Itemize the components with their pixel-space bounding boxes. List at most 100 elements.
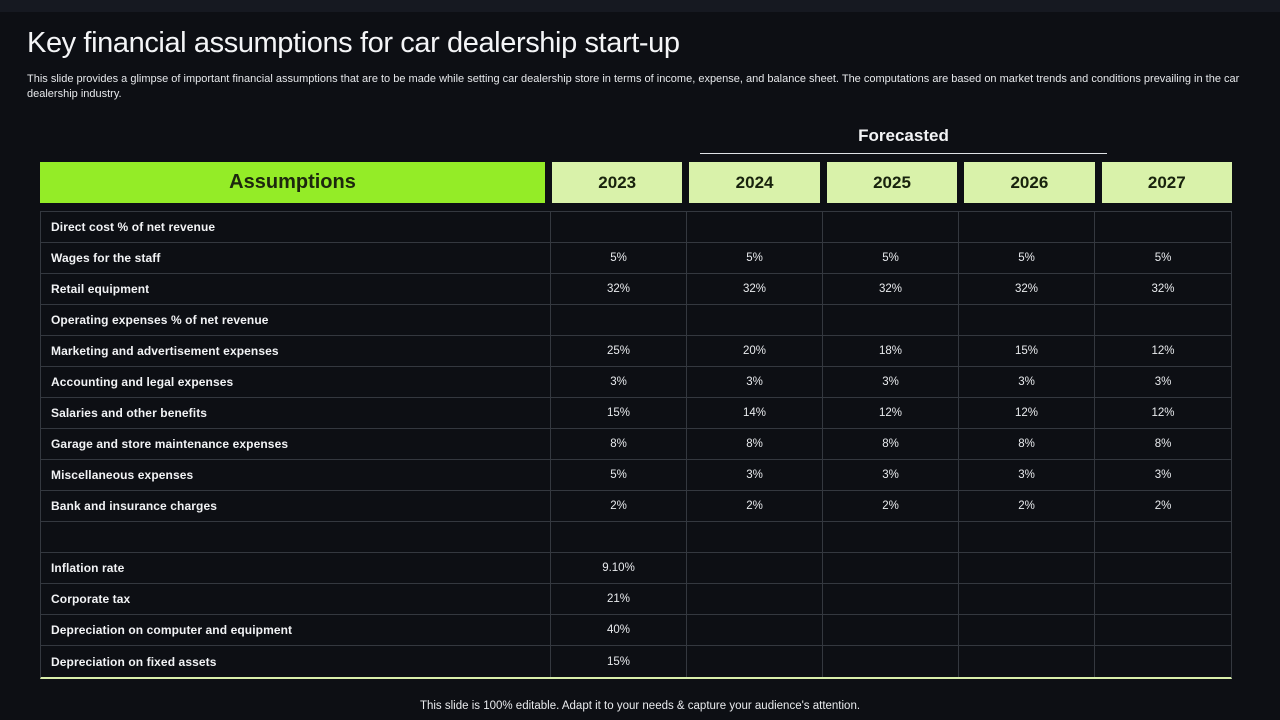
value-cell: 32%	[1151, 283, 1175, 295]
year-header-cell: 2023	[552, 162, 683, 203]
value-cell: 8%	[1154, 438, 1172, 450]
value-cell: 32%	[551, 274, 687, 304]
footer-note: This slide is 100% editable. Adapt it to…	[419, 700, 861, 712]
year-header-cell: 2024	[689, 162, 820, 203]
value-cell	[959, 584, 1095, 614]
table-row: Bank and insurance charges 2% 2% 2% 2% 2%	[41, 491, 1231, 522]
value-cell	[823, 646, 959, 677]
slide-description: This slide provides a glimpse of importa…	[27, 73, 1240, 100]
value-cell: 9.10%	[551, 553, 687, 583]
table-row: Corporate tax 21%	[41, 584, 1231, 615]
assumption-label-cell: Bank and insurance charges	[41, 491, 551, 521]
assumption-label-cell: Inflation rate	[41, 553, 551, 583]
page-title: Key financial assumptions for car dealer…	[27, 27, 680, 59]
value-cell: 5%	[823, 243, 959, 273]
assumption-label-cell: Marketing and advertisement expenses	[41, 336, 551, 366]
assumption-label-cell: Garage and store maintenance expenses	[41, 429, 551, 459]
table-row: Depreciation on fixed assets 15%	[41, 646, 1231, 677]
value-cell: 8%	[823, 429, 959, 459]
assumption-label-cell: Accounting and legal expenses	[41, 367, 551, 397]
value-cell	[1095, 305, 1231, 335]
assumption-label-cell: Direct cost % of net revenue	[41, 212, 551, 242]
table-row: Accounting and legal expenses 3% 3% 3% 3% 3%	[41, 367, 1231, 398]
value-cell	[959, 553, 1095, 583]
table-row: Inflation rate 9.10%	[41, 553, 1231, 584]
value-cell: 5%	[551, 460, 687, 490]
value-cell: 32%	[959, 274, 1095, 304]
value-cell: 15%	[959, 336, 1095, 366]
value-cell	[1095, 553, 1231, 583]
value-cell	[687, 522, 823, 552]
value-cell: 15%	[551, 646, 687, 677]
value-cell	[1095, 646, 1231, 677]
value-cell	[959, 522, 1095, 552]
value-cell	[687, 212, 823, 242]
assumption-label-cell: Depreciation on fixed assets	[41, 646, 551, 677]
value-cell: 12%	[823, 398, 959, 428]
value-cell: 8%	[551, 429, 687, 459]
value-cell	[823, 553, 959, 583]
table-row: Marketing and advertisement expenses 25% 2…	[41, 336, 1231, 367]
value-cell: 15%	[551, 398, 687, 428]
value-cell: 2%	[1154, 500, 1172, 512]
value-cell: 3%	[823, 460, 959, 490]
value-cell: 14%	[687, 398, 823, 428]
table-row: Wages for the staff 5% 5% 5% 5% 5%	[41, 243, 1231, 274]
value-cell: 20%	[687, 336, 823, 366]
value-cell: 25%	[551, 336, 687, 366]
top-bar	[0, 0, 1280, 12]
assumption-label-cell: Corporate tax	[41, 584, 551, 614]
table-row	[41, 522, 1231, 553]
value-cell	[1095, 212, 1231, 242]
year-header-cell: 2025	[826, 162, 958, 203]
table-header-row: Assumptions 2023 2024 2025 2026 2027	[40, 162, 1232, 203]
table-body: Direct cost % of net revenue Wages for th…	[40, 211, 1232, 679]
assumption-label-cell: Operating expenses % of net revenue	[41, 305, 551, 335]
value-cell: 5%	[959, 243, 1095, 273]
table-row: Operating expenses % of net revenue	[41, 305, 1231, 336]
forecasted-header: Forecasted	[858, 126, 949, 145]
value-cell: 5%	[551, 243, 687, 273]
value-cell	[1095, 615, 1231, 645]
value-cell	[959, 646, 1095, 677]
value-cell: 32%	[687, 274, 823, 304]
value-cell	[823, 522, 959, 552]
value-cell: 2%	[823, 491, 959, 521]
assumption-label-cell: Salaries and other benefits	[41, 398, 551, 428]
value-cell: 8%	[959, 429, 1095, 459]
year-header-cell: 2027	[1101, 162, 1232, 203]
value-cell	[551, 305, 687, 335]
value-cell	[959, 212, 1095, 242]
assumption-label-cell: Retail equipment	[41, 274, 551, 304]
value-cell: 12%	[1151, 407, 1175, 419]
value-cell: 5%	[687, 243, 823, 273]
forecasted-underline	[700, 153, 1107, 154]
table-row: Garage and store maintenance expenses 8% 8…	[41, 429, 1231, 460]
value-cell: 3%	[1154, 376, 1172, 388]
value-cell: 12%	[959, 398, 1095, 428]
table-row: Salaries and other benefits 15% 14% 12% 12% 1…	[41, 398, 1231, 429]
value-cell: 3%	[1154, 469, 1172, 481]
value-cell: 2%	[687, 491, 823, 521]
value-cell: 2%	[551, 491, 687, 521]
assumption-label-cell: Wages for the staff	[41, 243, 551, 273]
value-cell	[823, 305, 959, 335]
assumption-label-cell: Depreciation on computer and equipment	[41, 615, 551, 645]
assumption-label-cell: Miscellaneous expenses	[41, 460, 551, 490]
value-cell	[823, 615, 959, 645]
value-cell	[1095, 522, 1231, 552]
value-cell: 3%	[823, 367, 959, 397]
value-cell: 21%	[551, 584, 687, 614]
value-cell: 40%	[551, 615, 687, 645]
value-cell	[823, 212, 959, 242]
value-cell	[687, 305, 823, 335]
value-cell	[823, 584, 959, 614]
value-cell: 3%	[687, 367, 823, 397]
assumption-label-cell	[41, 522, 551, 552]
value-cell	[551, 522, 687, 552]
value-cell	[687, 646, 823, 677]
table-row: Miscellaneous expenses 5% 3% 3% 3% 3%	[41, 460, 1231, 491]
year-header-cell: 2026	[964, 162, 1095, 203]
value-cell	[959, 305, 1095, 335]
